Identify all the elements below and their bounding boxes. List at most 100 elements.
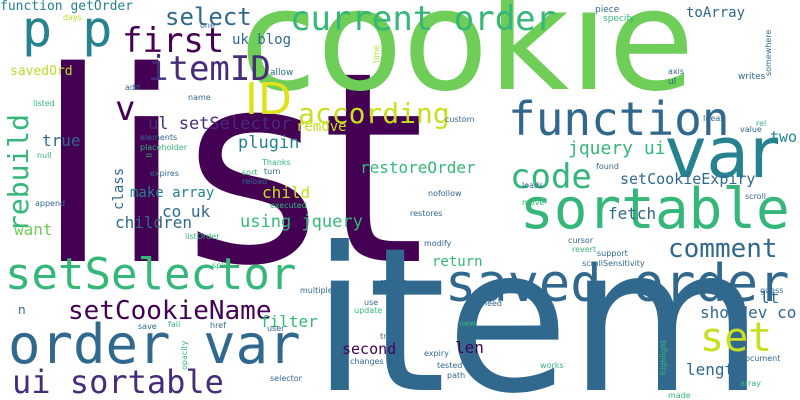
word-turn: turn [264, 167, 281, 176]
word-guess: guess [760, 286, 784, 295]
word-append: append [35, 199, 66, 208]
word-var: var [665, 112, 779, 194]
word-cookie: cookie [240, 0, 695, 123]
word-loads: loads [522, 181, 544, 190]
word-itemID: itemID [148, 49, 271, 89]
word-path: path [447, 371, 466, 380]
word-support: support [597, 249, 628, 258]
word-opacity: opacity [180, 340, 189, 370]
word-add: add [125, 83, 141, 92]
word-modify: modify [424, 239, 452, 248]
word-child: child [262, 183, 311, 202]
word-toArray: toArray [686, 5, 746, 21]
word-selector: selector [270, 374, 302, 383]
word-remove: remove [296, 119, 347, 135]
word-move: move [522, 198, 545, 207]
word-save: save [138, 322, 157, 331]
word-class: class [111, 167, 127, 210]
word-len: len [455, 338, 484, 357]
word-using-jquery: using jquery [240, 212, 363, 232]
word-p-p: p p [22, 0, 113, 58]
word-uk-blog: uk blog [232, 32, 292, 48]
word-allow: allow [270, 68, 294, 78]
word-set: set [700, 315, 773, 361]
word-Ideas: Ideas [703, 114, 725, 123]
word-listed: listed [33, 99, 55, 108]
word-ID: ID [245, 74, 292, 125]
word-applied: applied [589, 315, 598, 345]
word-restoreOrder: restoreOrder [360, 158, 476, 177]
word-setCookieExpiry: setCookieExpiry [620, 170, 756, 188]
word-comment: comment [668, 234, 778, 264]
word-ul-setSelector: ul setSelector [148, 114, 292, 134]
word-works: works [540, 361, 564, 370]
word-setSelector: setSelector [5, 249, 297, 300]
word-found: found [596, 162, 619, 171]
word-rel: rel [756, 119, 767, 128]
word-shopdev-co: shopdev co [700, 303, 797, 322]
word-code: code [510, 157, 592, 197]
word-two: two [770, 128, 798, 146]
word-v: v [115, 89, 136, 129]
word-true: true [42, 131, 81, 150]
word-days: days [63, 13, 82, 22]
word-first: first [122, 21, 225, 61]
word-plugin: plugin [238, 133, 300, 153]
word-Thanks: Thanks [262, 158, 291, 167]
word-listOrder: listOrder [185, 232, 220, 241]
word-made: made [668, 391, 691, 400]
word-pre: pre [380, 274, 409, 293]
word-item: item [312, 205, 764, 400]
word-one: one [200, 21, 215, 30]
word-tried: tried [380, 332, 399, 341]
word-new: new [459, 319, 476, 328]
word-nofollow: nofollow [428, 189, 462, 198]
word-jquery-ui: jquery ui [568, 138, 666, 159]
word-fail: fail [168, 320, 181, 329]
word-need: need [482, 299, 502, 308]
word-tested: tested [437, 361, 463, 370]
word-li: li [144, 153, 153, 158]
word-value: value [740, 125, 762, 134]
word-cursor: cursor [568, 236, 594, 245]
word-list: list [36, 16, 426, 324]
word-sort: sort [242, 168, 258, 177]
word-changes: changes [350, 357, 384, 366]
word-according: according [298, 97, 450, 130]
word-scrollSensitivity: scrollSensitivity [582, 259, 645, 268]
word-second: second [342, 340, 397, 358]
word-rebuild: rebuild [2, 113, 35, 232]
word-order-var: order var [8, 313, 301, 376]
word-children: children [115, 213, 193, 232]
word-return: return [432, 254, 483, 270]
word-co-uk: co uk [162, 202, 211, 221]
word-specify: specify [603, 14, 635, 24]
word-document: document [740, 354, 781, 363]
word-make-array: make array [130, 185, 215, 201]
word-function: function [508, 92, 730, 146]
word-function-getOrder: function getOrder [0, 0, 134, 14]
word-time: time [372, 44, 381, 63]
word-user: user [267, 324, 285, 333]
word-n: n [18, 303, 26, 317]
word-placeholder: placeholder [140, 143, 187, 152]
word-lt: lt [760, 288, 780, 307]
word-revert: revert [572, 245, 597, 254]
word-expires: expires [150, 169, 180, 178]
word-array: array [740, 379, 761, 388]
word-expiry: expiry [424, 349, 449, 358]
word-select: select [165, 3, 252, 31]
word-highlight: highlight [659, 339, 668, 375]
word-setCookieName: setCookieName [68, 296, 272, 326]
word-href: href [210, 321, 226, 330]
word-filter: filter [260, 312, 318, 331]
word-null: null [37, 151, 52, 160]
word-fetch: fetch [608, 204, 657, 223]
word-restores: restores [410, 209, 443, 218]
word-savedOrd: savedOrd [10, 64, 73, 79]
word-executed: executed [270, 201, 307, 210]
word-ul: ul [668, 77, 677, 87]
word-current-order: current order [290, 0, 557, 39]
word-somewhere: somewhere [764, 29, 773, 76]
